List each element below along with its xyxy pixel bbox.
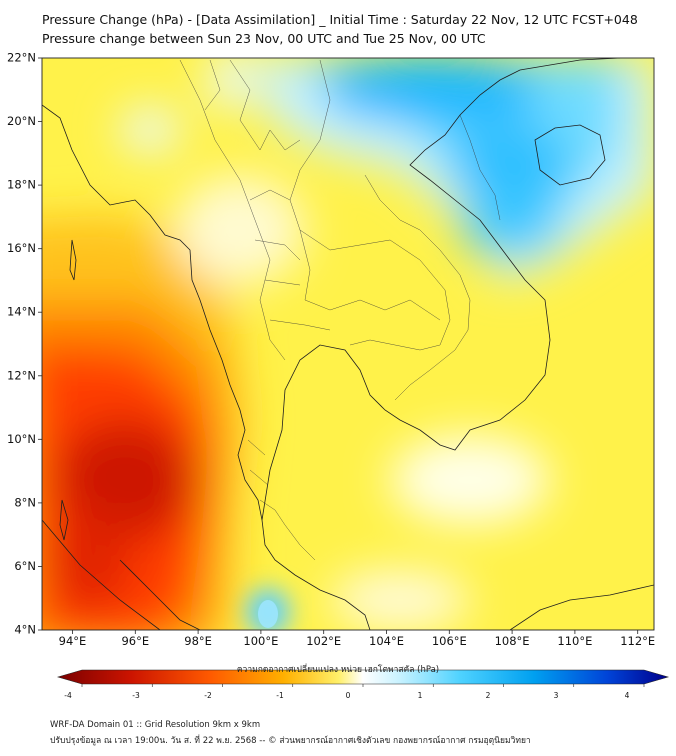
footer-domain-info: WRF-DA Domain 01 :: Grid Resolution 9km …	[50, 720, 261, 730]
map-frame	[41, 57, 655, 631]
footer-update-info: ปรับปรุงข้อมูล ณ เวลา 19:00น. วัน ส. ที่…	[50, 736, 531, 746]
lon-label: 106°E	[432, 634, 467, 648]
lat-label: 8°N	[14, 495, 36, 509]
lat-label: 6°N	[14, 559, 36, 573]
lat-label: 4°N	[14, 623, 36, 637]
lat-label: 10°N	[7, 432, 36, 446]
map-subtitle: Pressure change between Sun 23 Nov, 00 U…	[42, 31, 486, 46]
admin-borders	[179, 59, 501, 561]
colorbar-tick: 0	[346, 691, 351, 700]
colorbar-title: ความกดอากาศเปลี่ยนแปลง หน่วย เฮกโตพาสคัล…	[236, 665, 440, 675]
lon-label: 108°E	[495, 634, 530, 648]
lat-label: 14°N	[7, 305, 36, 319]
colorbar-tick: 2	[486, 691, 491, 700]
lon-label: 100°E	[243, 634, 278, 648]
lon-label: 112°E	[620, 634, 655, 648]
colorbar-tick: 4	[625, 691, 630, 700]
lon-label: 110°E	[557, 634, 592, 648]
lat-axis: 22°N 20°N 18°N 16°N 14°N 12°N 10°N 8°N 6…	[7, 51, 42, 637]
lon-label: 104°E	[369, 634, 404, 648]
lat-label: 12°N	[7, 368, 36, 382]
lon-label: 102°E	[306, 634, 341, 648]
lon-label: 94°E	[59, 634, 87, 648]
colorbar-tick: 3	[554, 691, 559, 700]
lon-label: 96°E	[121, 634, 149, 648]
lon-label: 98°E	[184, 634, 212, 648]
colorbar-tick: -1	[276, 691, 284, 700]
lat-label: 18°N	[7, 178, 36, 192]
colorbar-tick: -2	[204, 691, 212, 700]
colorbar: -4 -3 -2 -1 0 1 2 3 4	[56, 669, 670, 700]
colorbar-tick: -3	[132, 691, 140, 700]
lat-label: 16°N	[7, 241, 36, 255]
pressure-field	[42, 58, 654, 630]
colorbar-tick: 1	[418, 691, 423, 700]
lon-axis: 94°E 96°E 98°E 100°E 102°E 104°E 106°E 1…	[59, 630, 655, 648]
map-title: Pressure Change (hPa) - [Data Assimilati…	[42, 12, 638, 27]
coastlines	[42, 58, 654, 630]
lat-label: 22°N	[7, 51, 36, 65]
lat-label: 20°N	[7, 114, 36, 128]
colorbar-tick: -4	[64, 691, 72, 700]
